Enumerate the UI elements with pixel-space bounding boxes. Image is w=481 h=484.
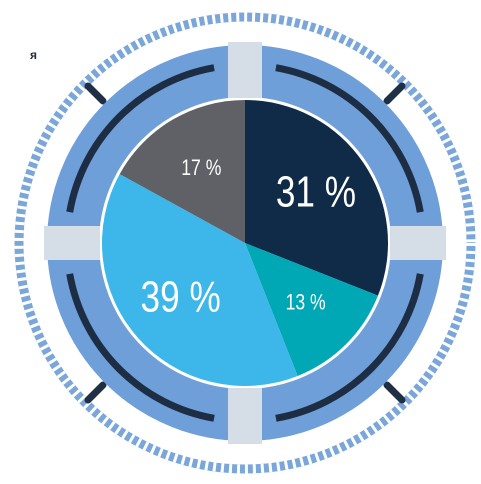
- lifebuoy: [14, 12, 476, 474]
- groove: [275, 273, 424, 422]
- pie: 31 % 13 % 39 % 17 %: [101, 100, 389, 386]
- rope-twist: [14, 12, 476, 474]
- groove: [66, 64, 215, 213]
- groove: [275, 64, 424, 213]
- data-label: 13 %: [286, 291, 326, 315]
- ring-grooves: [66, 64, 424, 422]
- handles: [84, 82, 406, 404]
- data-label: 17 %: [181, 156, 221, 180]
- groove: [66, 273, 215, 422]
- pie-slice: [101, 174, 298, 386]
- pie-slice: [119, 100, 245, 243]
- ring-bands: [44, 42, 446, 444]
- data-label: 39 %: [141, 273, 221, 322]
- pie-slice: [245, 243, 378, 376]
- annotation: я: [30, 48, 37, 62]
- data-label: 31 %: [276, 168, 356, 217]
- pie-slice: [245, 100, 389, 296]
